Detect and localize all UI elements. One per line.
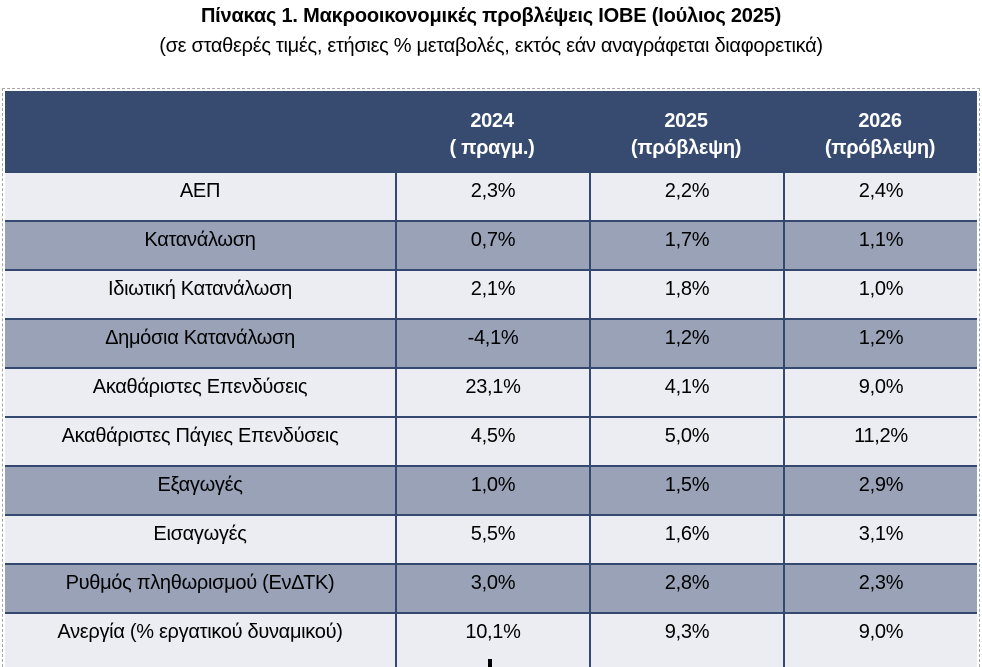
- row-value-2026: 1,2%: [783, 320, 977, 367]
- row-value-2026: 9,0%: [783, 614, 977, 667]
- header-col-2025: 2025 (πρόβλεψη): [589, 91, 783, 171]
- row-value-2026: 11,2%: [783, 418, 977, 465]
- row-value-2025: 1,2%: [589, 320, 783, 367]
- header-year: 2026: [858, 110, 902, 132]
- table-row-public-consumption: Δημόσια Κατανάλωση -4,1% 1,2% 1,2%: [5, 318, 977, 367]
- row-value-2024: 10,1%: [395, 614, 589, 667]
- header-year: 2025: [664, 110, 708, 132]
- row-value-2025: 2,2%: [589, 173, 783, 220]
- row-value-2026: 2,9%: [783, 467, 977, 514]
- row-value-2026: 3,1%: [783, 516, 977, 563]
- header-year: 2024: [470, 110, 514, 132]
- header-note: (πρόβλεψη): [824, 137, 936, 159]
- table-row-imports: Εισαγωγές 5,5% 1,6% 3,1%: [5, 514, 977, 563]
- table-row-gdp: ΑΕΠ 2,3% 2,2% 2,4%: [5, 171, 977, 220]
- macro-forecast-table: 2024 ( πραγμ.) 2025 (πρόβλεψη) 2026 (πρό…: [2, 88, 980, 667]
- row-value-2025: 1,6%: [589, 516, 783, 563]
- row-label: Ακαθάριστες Επενδύσεις: [92, 376, 308, 398]
- header-col-2026: 2026 (πρόβλεψη): [783, 91, 977, 171]
- row-label: Ρυθμός πληθωρισμού (ΕνΔΤΚ): [65, 572, 335, 594]
- row-value-2025: 4,1%: [589, 369, 783, 416]
- row-value-2025: 1,8%: [589, 271, 783, 318]
- table-row-unemployment: Ανεργία (% εργατικού δυναμικού) 10,1% 9,…: [5, 612, 977, 667]
- row-value-2024: 4,5%: [395, 418, 589, 465]
- row-value-2024: 1,0%: [395, 467, 589, 514]
- header-spacer-cell: [5, 91, 395, 171]
- table-row-inflation: Ρυθμός πληθωρισμού (ΕνΔΤΚ) 3,0% 2,8% 2,3…: [5, 563, 977, 612]
- table-row-consumption: Κατανάλωση 0,7% 1,7% 1,1%: [5, 220, 977, 269]
- row-value-2025: 2,8%: [589, 565, 783, 612]
- row-label: Κατανάλωση: [144, 229, 256, 251]
- row-label: ΑΕΠ: [179, 180, 221, 202]
- row-value-2026: 9,0%: [783, 369, 977, 416]
- row-value-2025: 1,5%: [589, 467, 783, 514]
- row-value-2026: 2,3%: [783, 565, 977, 612]
- row-value-2024: 3,0%: [395, 565, 589, 612]
- row-value-2026: 1,1%: [783, 222, 977, 269]
- table-header-row: 2024 ( πραγμ.) 2025 (πρόβλεψη) 2026 (πρό…: [5, 91, 977, 171]
- page-subtitle: (σε σταθερές τιμές, ετήσιες % μεταβολές,…: [159, 35, 823, 57]
- row-value-2024: 23,1%: [395, 369, 589, 416]
- row-label: Δημόσια Κατανάλωση: [105, 327, 295, 349]
- page-footer-mark: [488, 659, 492, 667]
- row-value-2026: 2,4%: [783, 173, 977, 220]
- table-row-gross-fixed-investment: Ακαθάριστες Πάγιες Επενδύσεις 4,5% 5,0% …: [5, 416, 977, 465]
- row-label: Εξαγωγές: [157, 474, 243, 496]
- row-value-2025: 9,3%: [589, 614, 783, 667]
- row-value-2026: 1,0%: [783, 271, 977, 318]
- header-note: ( πραγμ.): [449, 137, 535, 159]
- row-label: Ακαθάριστες Πάγιες Επενδύσεις: [61, 425, 339, 447]
- table-row-private-consumption: Ιδιωτική Κατανάλωση 2,1% 1,8% 1,0%: [5, 269, 977, 318]
- row-value-2025: 1,7%: [589, 222, 783, 269]
- row-label: Ιδιωτική Κατανάλωση: [108, 278, 292, 300]
- row-value-2024: 5,5%: [395, 516, 589, 563]
- row-label: Ανεργία (% εργατικού δυναμικού): [57, 621, 343, 643]
- row-value-2024: -4,1%: [395, 320, 589, 367]
- header-col-2024: 2024 ( πραγμ.): [395, 91, 589, 171]
- page-title: Πίνακας 1. Μακροοικονομικές προβλέψεις Ι…: [200, 5, 782, 27]
- table-row-exports: Εξαγωγές 1,0% 1,5% 2,9%: [5, 465, 977, 514]
- header-note: (πρόβλεψη): [630, 137, 742, 159]
- table-row-gross-investment: Ακαθάριστες Επενδύσεις 23,1% 4,1% 9,0%: [5, 367, 977, 416]
- row-value-2024: 0,7%: [395, 222, 589, 269]
- row-label: Εισαγωγές: [153, 523, 247, 545]
- row-value-2024: 2,3%: [395, 173, 589, 220]
- row-value-2025: 5,0%: [589, 418, 783, 465]
- row-value-2024: 2,1%: [395, 271, 589, 318]
